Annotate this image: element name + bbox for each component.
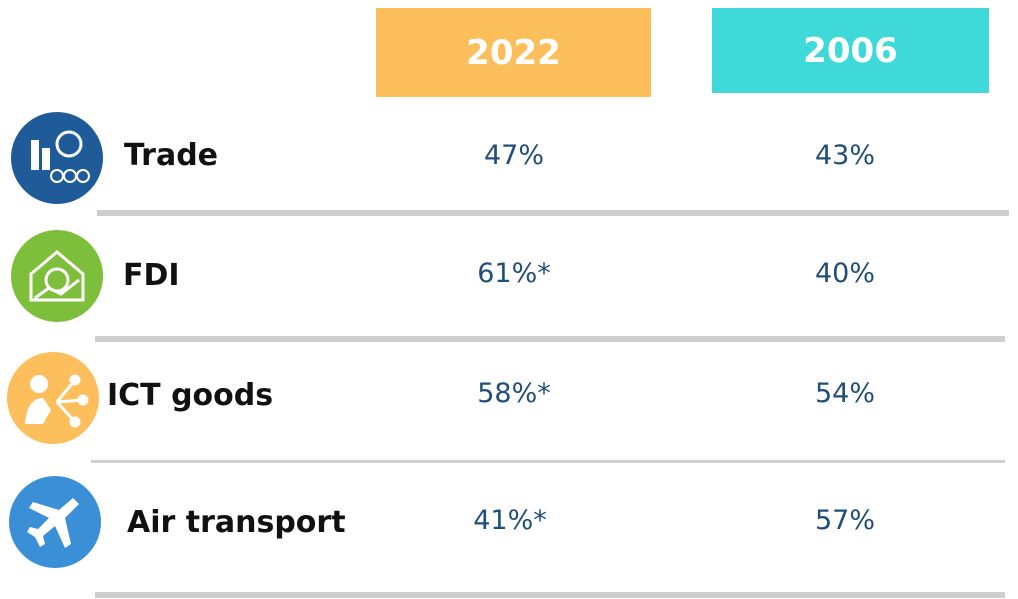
column-header: 2006 <box>712 8 989 93</box>
column-header: 2022 <box>376 8 651 97</box>
row-label: Trade <box>124 138 219 173</box>
fdi-icon <box>11 230 103 322</box>
trade-icon <box>11 112 103 204</box>
cell: 47% <box>483 140 544 171</box>
separator <box>97 210 1009 216</box>
cell: 54% <box>814 378 875 409</box>
cell: 43% <box>814 140 875 171</box>
separator <box>95 592 1005 598</box>
separator <box>95 336 1005 342</box>
air-icon <box>9 476 101 568</box>
cell: 58%* <box>477 378 551 409</box>
separator <box>91 460 1005 463</box>
ict-icon <box>7 352 99 444</box>
cell: 41%* <box>473 505 547 536</box>
row-label: FDI <box>123 258 180 293</box>
row-label: ICT goods <box>107 378 274 413</box>
cell: 61%* <box>477 258 551 289</box>
cell: 40% <box>814 258 875 289</box>
cell: 57% <box>814 505 875 536</box>
row-label: Air transport <box>127 505 346 540</box>
